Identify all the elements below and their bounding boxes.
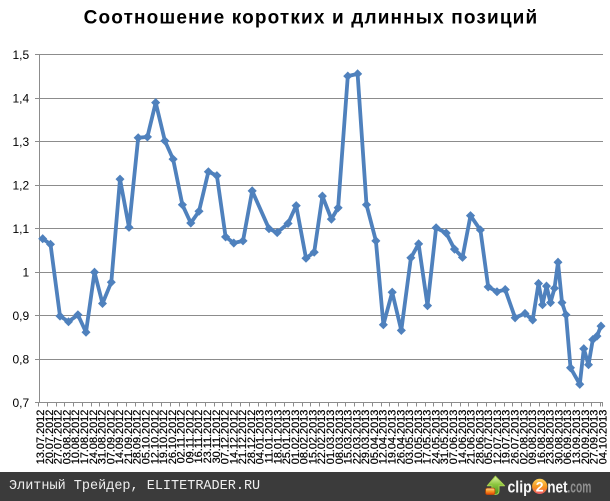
svg-text:24.05.2013: 24.05.2013 (430, 410, 442, 465)
svg-text:02.08.2013: 02.08.2013 (518, 410, 530, 465)
svg-text:12.04.2013: 12.04.2013 (378, 410, 390, 465)
svg-text:31.05.2013: 31.05.2013 (439, 410, 451, 465)
svg-text:07.09.2012: 07.09.2012 (105, 410, 117, 465)
svg-text:11.01.2013: 11.01.2013 (264, 410, 276, 464)
svg-text:03.05.2013: 03.05.2013 (404, 410, 416, 465)
svg-text:30.08.2013: 30.08.2013 (553, 410, 565, 465)
svg-text:02.11.2012: 02.11.2012 (176, 410, 188, 464)
svg-text:15.03.2013: 15.03.2013 (343, 410, 355, 465)
svg-text:1,4: 1,4 (13, 92, 30, 106)
svg-text:01.02.2013: 01.02.2013 (290, 410, 302, 465)
svg-text:12.10.2012: 12.10.2012 (149, 410, 161, 465)
svg-text:23.11.2012: 23.11.2012 (202, 410, 214, 464)
svg-text:19.04.2013: 19.04.2013 (386, 410, 398, 465)
svg-text:14.12.2012: 14.12.2012 (228, 410, 240, 465)
svg-text:16.08.2013: 16.08.2013 (536, 410, 548, 465)
svg-text:net: net (547, 478, 568, 497)
svg-text:29.03.2013: 29.03.2013 (360, 410, 372, 465)
svg-text:1: 1 (23, 266, 30, 280)
svg-text:20.07.2012: 20.07.2012 (44, 410, 56, 465)
svg-text:09.08.2013: 09.08.2013 (527, 410, 539, 465)
svg-text:06.09.2013: 06.09.2013 (562, 410, 574, 465)
svg-text:17.08.2012: 17.08.2012 (79, 410, 91, 465)
svg-text:22.02.2013: 22.02.2013 (316, 410, 328, 465)
svg-text:1,3: 1,3 (13, 135, 30, 149)
svg-text:12.07.2013: 12.07.2013 (492, 410, 504, 465)
svg-text:07.12.2012: 07.12.2012 (220, 410, 232, 465)
svg-text:19.07.2013: 19.07.2013 (501, 410, 513, 465)
svg-text:0,8: 0,8 (13, 352, 30, 366)
svg-text:09.11.2012: 09.11.2012 (184, 410, 196, 464)
svg-text:22.03.2013: 22.03.2013 (351, 410, 363, 465)
svg-text:26.07.2013: 26.07.2013 (509, 410, 521, 465)
svg-text:28.06.2013: 28.06.2013 (474, 410, 486, 465)
svg-text:16.11.2012: 16.11.2012 (193, 410, 205, 464)
svg-text:28.12.2012: 28.12.2012 (246, 410, 258, 465)
svg-text:07.06.2013: 07.06.2013 (448, 410, 460, 465)
svg-text:04.01.2013: 04.01.2013 (255, 410, 267, 465)
svg-text:17.05.2013: 17.05.2013 (422, 410, 434, 465)
svg-text:26.10.2012: 26.10.2012 (167, 410, 179, 465)
svg-text:1,2: 1,2 (13, 179, 30, 193)
svg-text:10.05.2013: 10.05.2013 (413, 410, 425, 465)
svg-text:0,7: 0,7 (13, 396, 30, 410)
svg-text:05.10.2012: 05.10.2012 (141, 410, 153, 465)
svg-text:13.07.2012: 13.07.2012 (35, 410, 47, 465)
svg-text:1,5: 1,5 (13, 48, 30, 62)
svg-text:04.10.2013: 04.10.2013 (597, 410, 609, 465)
svg-text:26.04.2013: 26.04.2013 (395, 410, 407, 465)
svg-text:08.02.2013: 08.02.2013 (299, 410, 311, 465)
svg-text:05.04.2013: 05.04.2013 (369, 410, 381, 465)
svg-text:14.06.2013: 14.06.2013 (457, 410, 469, 465)
svg-text:30.11.2012: 30.11.2012 (211, 410, 223, 464)
svg-text:14.09.2012: 14.09.2012 (114, 410, 126, 465)
svg-text:27.09.2013: 27.09.2013 (589, 410, 601, 465)
svg-text:10.08.2012: 10.08.2012 (70, 410, 82, 465)
svg-text:15.02.2013: 15.02.2013 (307, 410, 319, 465)
svg-text:25.01.2013: 25.01.2013 (281, 410, 293, 465)
svg-text:28.09.2012: 28.09.2012 (132, 410, 144, 465)
svg-text:18.01.2013: 18.01.2013 (272, 410, 284, 465)
svg-text:19.10.2012: 19.10.2012 (158, 410, 170, 465)
svg-text:Соотношение коротких и длинных: Соотношение коротких и длинных позиций (84, 8, 539, 29)
svg-text:1,1: 1,1 (13, 222, 30, 236)
svg-text:21.09.2012: 21.09.2012 (123, 410, 135, 465)
svg-text:21.06.2013: 21.06.2013 (466, 410, 478, 465)
svg-text:clip: clip (508, 478, 532, 497)
svg-text:21.12.2012: 21.12.2012 (237, 410, 249, 465)
svg-text:20.09.2013: 20.09.2013 (580, 410, 592, 465)
svg-text:0,9: 0,9 (13, 309, 30, 323)
svg-text:.com: .com (567, 478, 591, 497)
svg-text:23.08.2013: 23.08.2013 (545, 410, 557, 465)
svg-text:13.09.2013: 13.09.2013 (571, 410, 583, 465)
svg-text:24.08.2012: 24.08.2012 (88, 410, 100, 465)
svg-text:31.08.2012: 31.08.2012 (97, 410, 109, 465)
svg-text:2: 2 (536, 478, 544, 494)
svg-text:05.07.2013: 05.07.2013 (483, 410, 495, 465)
svg-text:03.08.2012: 03.08.2012 (61, 410, 73, 465)
svg-text:08.03.2013: 08.03.2013 (334, 410, 346, 465)
svg-text:27.07.2012: 27.07.2012 (53, 410, 65, 465)
svg-text:01.03.2013: 01.03.2013 (325, 410, 337, 465)
